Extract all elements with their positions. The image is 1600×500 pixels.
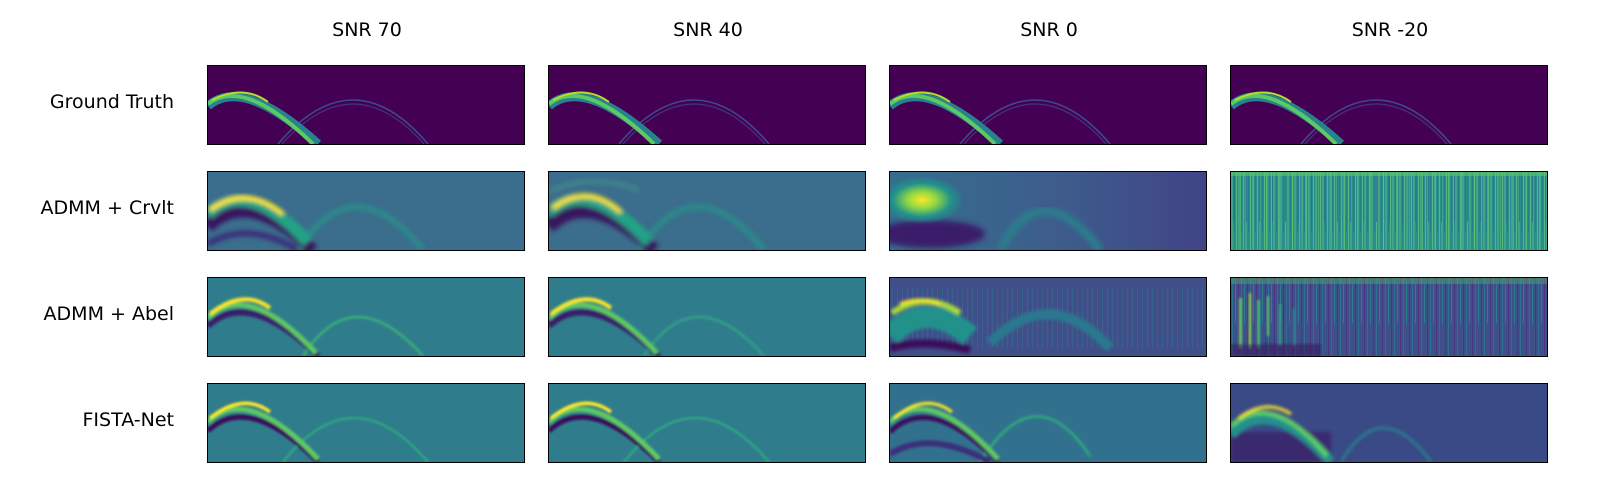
panel-ground-truth-snr-minus-20 xyxy=(1230,65,1548,145)
row-label-admm-abel: ADMM + Abel xyxy=(0,303,174,325)
column-title-snr-minus-20: SNR -20 xyxy=(1231,19,1549,41)
panel-admm-crvlt-snr-minus-20 xyxy=(1230,171,1548,251)
panel-fista-net-snr-70 xyxy=(207,383,525,463)
column-title-snr-70: SNR 70 xyxy=(208,19,526,41)
row-label-ground-truth: Ground Truth xyxy=(0,91,174,113)
panel-admm-abel-snr-0 xyxy=(889,277,1207,357)
panel-fista-net-snr-minus-20 xyxy=(1230,383,1548,463)
panel-fista-net-snr-0 xyxy=(889,383,1207,463)
panel-ground-truth-snr-0 xyxy=(889,65,1207,145)
column-title-snr-0: SNR 0 xyxy=(890,19,1208,41)
panel-ground-truth-snr-70 xyxy=(207,65,525,145)
row-label-fista-net: FISTA-Net xyxy=(0,409,174,431)
panel-admm-crvlt-snr-40 xyxy=(548,171,866,251)
panel-admm-abel-snr-70 xyxy=(207,277,525,357)
column-title-snr-40: SNR 40 xyxy=(549,19,867,41)
panel-admm-crvlt-snr-70 xyxy=(207,171,525,251)
panel-ground-truth-snr-40 xyxy=(548,65,866,145)
panel-admm-abel-snr-minus-20 xyxy=(1230,277,1548,357)
row-label-admm-crvlt: ADMM + Crvlt xyxy=(0,197,174,219)
panel-fista-net-snr-40 xyxy=(548,383,866,463)
panel-admm-abel-snr-40 xyxy=(548,277,866,357)
panel-admm-crvlt-snr-0 xyxy=(889,171,1207,251)
